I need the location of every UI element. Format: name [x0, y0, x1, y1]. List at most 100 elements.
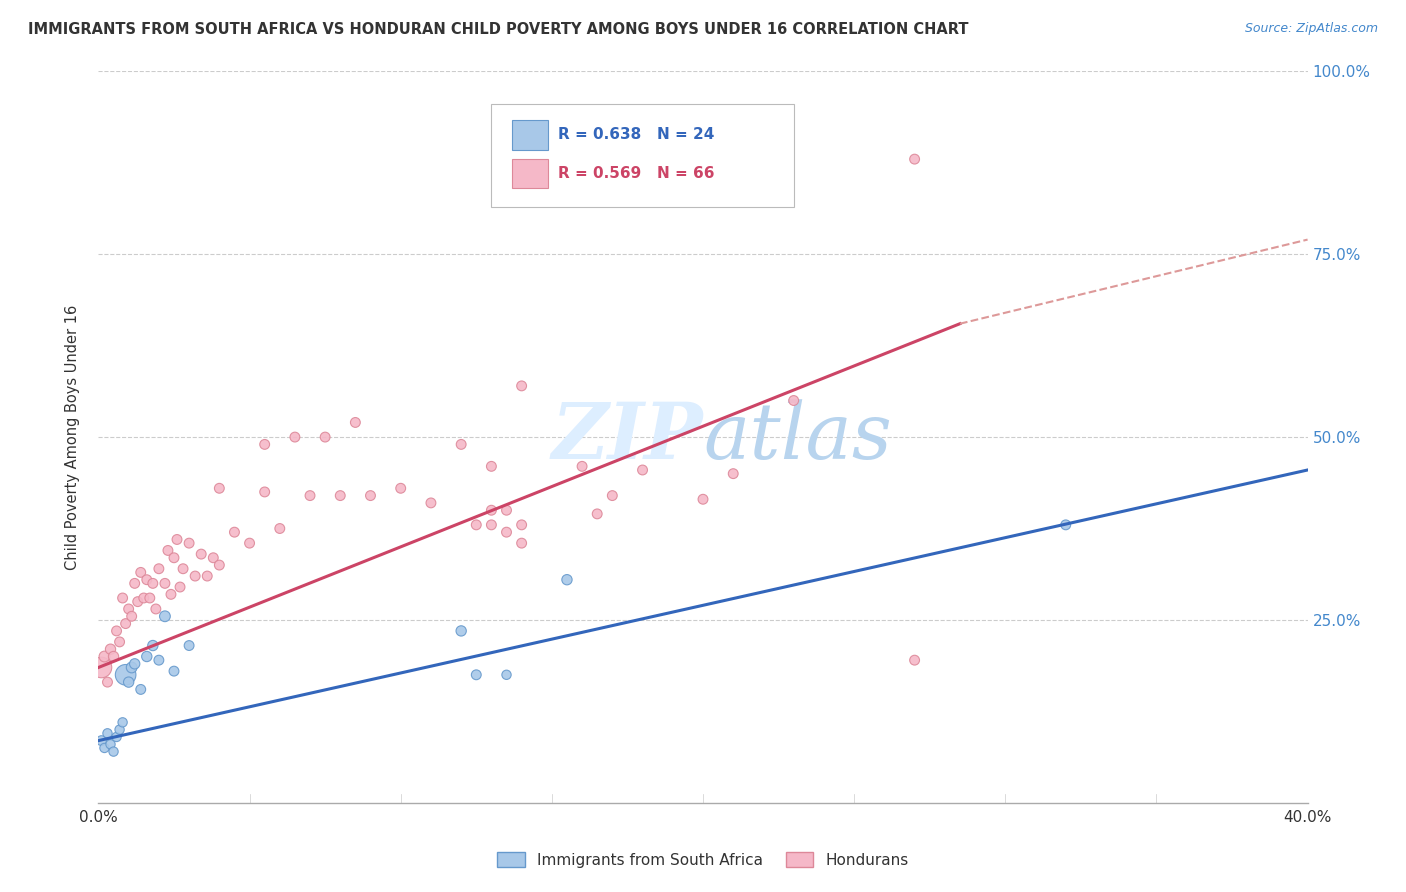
Point	[103, 649, 125, 664]
Point	[555, 573, 578, 587]
Point	[96, 675, 118, 690]
Point	[495, 525, 517, 540]
Point	[904, 653, 927, 667]
Point	[465, 517, 488, 532]
Text: ZIP: ZIP	[551, 399, 703, 475]
Point	[135, 573, 157, 587]
Text: IMMIGRANTS FROM SOUTH AFRICA VS HONDURAN CHILD POVERTY AMONG BOYS UNDER 16 CORRE: IMMIGRANTS FROM SOUTH AFRICA VS HONDURAN…	[28, 22, 969, 37]
Point	[465, 667, 488, 681]
Point	[166, 533, 188, 547]
Point	[208, 481, 231, 495]
Point	[510, 536, 533, 550]
Point	[1054, 517, 1077, 532]
Point	[495, 667, 517, 681]
Point	[195, 569, 218, 583]
Point	[142, 576, 165, 591]
Point	[481, 503, 503, 517]
Point	[586, 507, 609, 521]
Text: Source: ZipAtlas.com: Source: ZipAtlas.com	[1244, 22, 1378, 36]
Point	[100, 642, 122, 657]
Legend: Immigrants from South Africa, Hondurans: Immigrants from South Africa, Hondurans	[489, 844, 917, 875]
Point	[108, 723, 131, 737]
Point	[90, 733, 112, 747]
Point	[692, 492, 714, 507]
Point	[602, 489, 624, 503]
Point	[184, 569, 207, 583]
Y-axis label: Child Poverty Among Boys Under 16: Child Poverty Among Boys Under 16	[65, 304, 80, 570]
Point	[124, 657, 146, 671]
Point	[481, 459, 503, 474]
Point	[284, 430, 307, 444]
Point	[153, 576, 176, 591]
Point	[179, 639, 201, 653]
Point	[118, 602, 141, 616]
Point	[172, 562, 194, 576]
Point	[481, 517, 503, 532]
Text: R = 0.569   N = 66: R = 0.569 N = 66	[558, 166, 714, 181]
Point	[96, 726, 118, 740]
Point	[450, 624, 472, 638]
Point	[127, 594, 149, 608]
Point	[360, 489, 382, 503]
Point	[145, 602, 167, 616]
Point	[495, 503, 517, 517]
Point	[111, 591, 134, 605]
Point	[93, 740, 115, 755]
Point	[299, 489, 322, 503]
Point	[148, 562, 170, 576]
Point	[160, 587, 183, 601]
Point	[904, 152, 927, 166]
Point	[190, 547, 212, 561]
Point	[510, 379, 533, 393]
Point	[163, 664, 186, 678]
Point	[105, 730, 128, 744]
Point	[156, 543, 179, 558]
Point	[783, 393, 806, 408]
Bar	[512, 120, 548, 150]
Point	[121, 660, 143, 674]
Point	[90, 660, 112, 674]
Point	[132, 591, 155, 605]
Point	[389, 481, 412, 495]
Point	[723, 467, 745, 481]
Point	[121, 609, 143, 624]
Point	[329, 489, 352, 503]
Point	[631, 463, 654, 477]
Point	[163, 550, 186, 565]
Point	[111, 715, 134, 730]
Point	[450, 437, 472, 451]
Point	[105, 624, 128, 638]
Point	[118, 675, 141, 690]
Point	[179, 536, 201, 550]
Point	[239, 536, 262, 550]
Point	[253, 485, 276, 500]
Point	[202, 550, 225, 565]
Point	[510, 517, 533, 532]
Point	[314, 430, 336, 444]
FancyBboxPatch shape	[492, 104, 793, 207]
Point	[108, 635, 131, 649]
Point	[129, 566, 152, 580]
Point	[139, 591, 162, 605]
Point	[114, 616, 136, 631]
Point	[571, 459, 593, 474]
Point	[129, 682, 152, 697]
Point	[135, 649, 157, 664]
Point	[153, 609, 176, 624]
Point	[93, 649, 115, 664]
Point	[344, 416, 367, 430]
Bar	[512, 159, 548, 188]
Point	[224, 525, 246, 540]
Point	[169, 580, 191, 594]
Point	[420, 496, 443, 510]
Point	[103, 745, 125, 759]
Point	[148, 653, 170, 667]
Point	[124, 576, 146, 591]
Point	[114, 667, 136, 681]
Point	[269, 521, 291, 535]
Point	[142, 639, 165, 653]
Point	[100, 737, 122, 751]
Point	[208, 558, 231, 573]
Text: R = 0.638   N = 24: R = 0.638 N = 24	[558, 128, 714, 143]
Text: atlas: atlas	[703, 399, 891, 475]
